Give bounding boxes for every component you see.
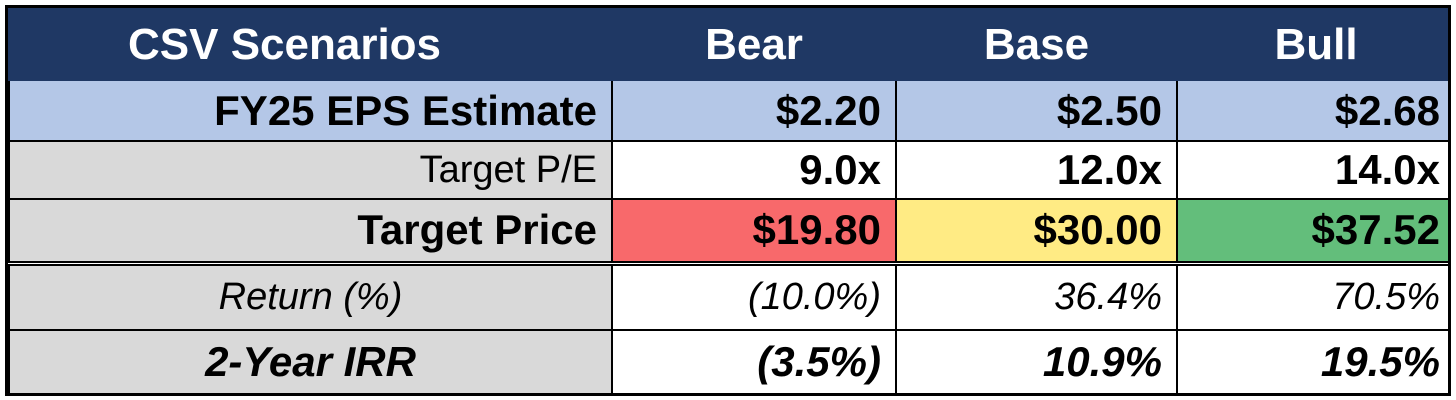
irr-label: 2-Year IRR (8, 329, 613, 393)
scenario-table: CSV Scenarios Bear Base Bull FY25 EPS Es… (5, 5, 1451, 396)
eps-label: FY25 EPS Estimate (8, 79, 613, 142)
return-row: Return (%) (10.0%) 36.4% 70.5% (8, 262, 1448, 331)
header-row: CSV Scenarios Bear Base Bull (8, 8, 1448, 81)
eps-row: FY25 EPS Estimate $2.20 $2.50 $2.68 (8, 79, 1448, 142)
scenario-header-bear: Bear (611, 8, 897, 81)
table-title: CSV Scenarios (8, 8, 613, 81)
return-base-cell: 36.4% (895, 262, 1178, 331)
target-price-bear-cell: $19.80 (611, 198, 897, 266)
eps-bear-cell: $2.20 (611, 79, 897, 142)
target-price-bull-cell: $37.52 (1176, 198, 1448, 266)
scenario-header-base: Base (895, 8, 1178, 81)
return-label: Return (%) (8, 262, 613, 331)
scenario-header-bull: Bull (1176, 8, 1448, 81)
return-bull-cell: 70.5% (1176, 262, 1448, 331)
pe-row: Target P/E 9.0x 12.0x 14.0x (8, 140, 1448, 200)
pe-bear-cell: 9.0x (611, 140, 897, 200)
irr-base-cell: 10.9% (895, 329, 1178, 393)
eps-bull-cell: $2.68 (1176, 79, 1448, 142)
target-price-row: Target Price $19.80 $30.00 $37.52 (8, 198, 1448, 266)
eps-base-cell: $2.50 (895, 79, 1178, 142)
target-price-label: Target Price (8, 198, 613, 266)
pe-base-cell: 12.0x (895, 140, 1178, 200)
irr-row: 2-Year IRR (3.5%) 10.9% 19.5% (8, 329, 1448, 393)
pe-bull-cell: 14.0x (1176, 140, 1448, 200)
pe-label: Target P/E (8, 140, 613, 200)
return-bear-cell: (10.0%) (611, 262, 897, 331)
target-price-base-cell: $30.00 (895, 198, 1178, 266)
scenario-grid: CSV Scenarios Bear Base Bull FY25 EPS Es… (8, 8, 1448, 393)
irr-bull-cell: 19.5% (1176, 329, 1448, 393)
irr-bear-cell: (3.5%) (611, 329, 897, 393)
